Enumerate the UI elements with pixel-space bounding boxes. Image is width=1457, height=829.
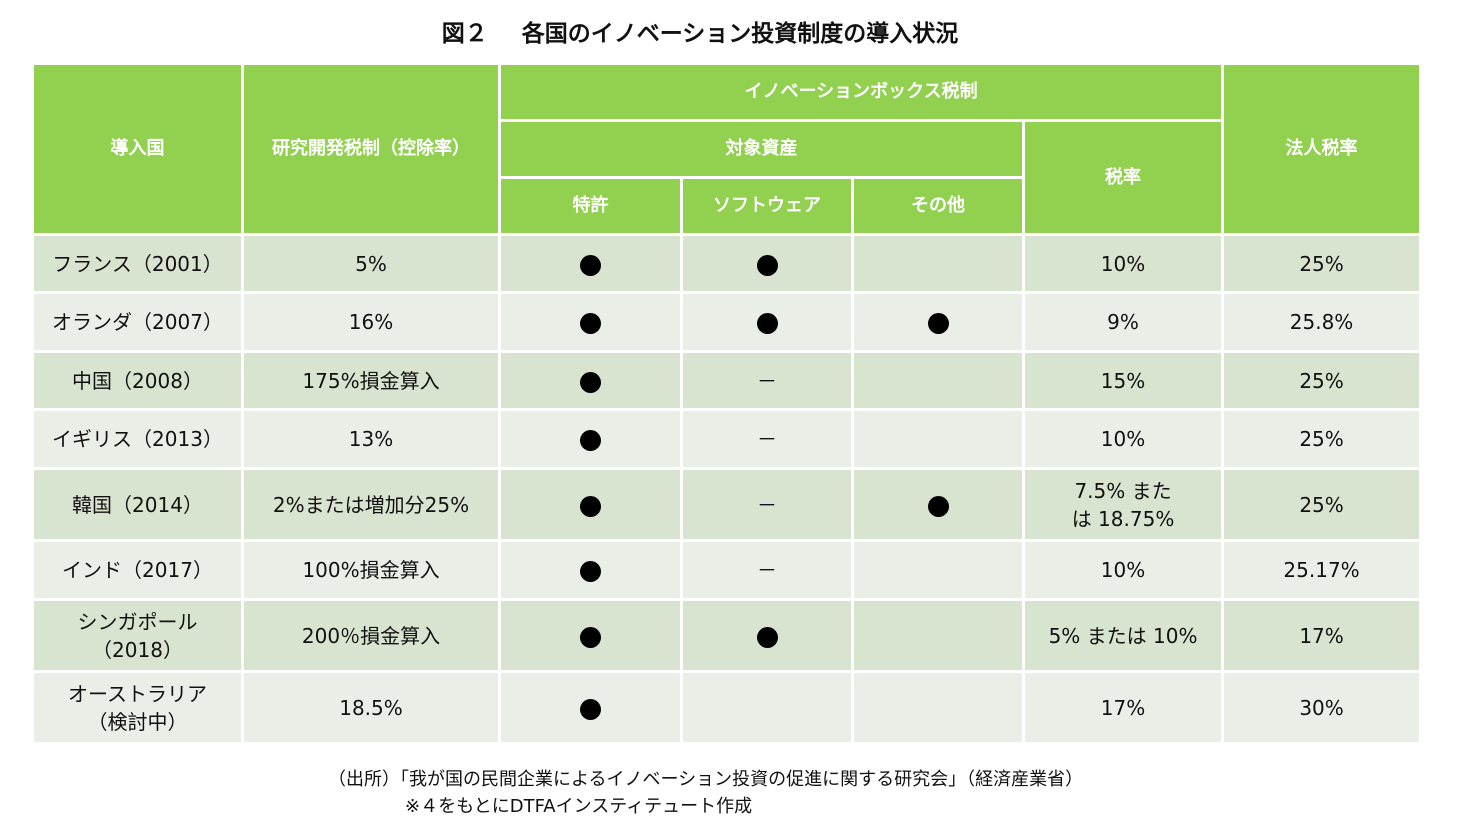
header-patent: 特許	[498, 176, 683, 236]
tax-rate-cell: 10%	[1021, 539, 1225, 601]
tax-rate-cell: 7.5% または 18.75%	[1021, 467, 1225, 542]
corporate-tax-cell: 25%	[1221, 350, 1423, 411]
country-cell: イギリス（2013）	[31, 408, 244, 470]
corporate-tax-cell: 25%	[1221, 467, 1423, 542]
rd-tax-cell: 5%	[241, 233, 501, 294]
table-row: シンガポール（2018） 200％損金算入 5% または 10% 17%	[31, 598, 1423, 673]
patent-cell	[498, 291, 683, 353]
corporate-tax-cell: 30%	[1221, 670, 1423, 745]
other-cell	[851, 233, 1025, 294]
header-tax-rate: 税率	[1021, 119, 1225, 236]
filled-circle-icon	[580, 371, 601, 393]
rd-tax-cell: 2%または増加分25%	[241, 467, 501, 542]
filled-circle-icon	[756, 254, 778, 276]
rd-tax-cell: 175%損金算入	[241, 350, 501, 411]
table-row: イギリス（2013） 13% － 10% 25%	[31, 408, 1423, 470]
filled-circle-icon	[580, 495, 601, 517]
other-cell	[851, 408, 1025, 470]
filled-circle-icon	[580, 254, 601, 276]
tax-rate-cell: 9%	[1021, 291, 1225, 353]
filled-circle-icon	[756, 313, 778, 334]
corporate-tax-cell: 25.17%	[1221, 539, 1423, 601]
table-row: オーストラリア（検討中） 18.5% 17% 30%	[31, 670, 1423, 745]
filled-circle-icon	[927, 313, 949, 334]
table-row: 中国（2008） 175%損金算入 － 15% 25%	[31, 350, 1423, 411]
corporate-tax-cell: 25%	[1221, 233, 1423, 294]
innovation-tax-table: 導入国 研究開発税制（控除率） イノベーションボックス税制 法人税率 対象資産 …	[31, 62, 1423, 745]
country-cell: シンガポール（2018）	[31, 598, 244, 673]
table-row: フランス（2001） 5% 10% 25%	[31, 233, 1423, 294]
filled-circle-icon	[580, 698, 601, 720]
corporate-tax-cell: 25%	[1221, 408, 1423, 470]
table-row: 韓国（2014） 2%または増加分25% － 7.5% または 18.75% 2…	[31, 467, 1423, 542]
table-body: フランス（2001） 5% 10% 25% オランダ（2007） 16% 9% …	[31, 233, 1423, 745]
filled-circle-icon	[580, 561, 601, 582]
tax-rate-cell: 5% または 10%	[1021, 598, 1225, 673]
corporate-tax-cell: 25.8%	[1221, 291, 1423, 353]
software-cell: －	[680, 408, 854, 470]
rd-tax-cell: 18.5%	[241, 670, 501, 745]
tax-rate-cell: 10%	[1021, 233, 1225, 294]
filled-circle-icon	[756, 626, 778, 648]
header-software: ソフトウェア	[680, 176, 854, 236]
software-cell: －	[680, 467, 854, 542]
patent-cell	[498, 350, 683, 411]
basis-note: ※４をもとにDTFAインスティテュート作成	[405, 796, 753, 817]
figure-title-text: 各国のイノベーション投資制度の導入状況	[521, 21, 959, 47]
patent-cell	[498, 539, 683, 601]
filled-circle-icon	[580, 430, 601, 451]
country-cell: 韓国（2014）	[31, 467, 244, 542]
rd-tax-cell: 200％損金算入	[241, 598, 501, 673]
country-cell: 中国（2008）	[31, 350, 244, 411]
country-cell: フランス（2001）	[31, 233, 244, 294]
patent-cell	[498, 233, 683, 294]
software-cell	[680, 233, 854, 294]
patent-cell	[498, 408, 683, 470]
tax-rate-cell: 10%	[1021, 408, 1225, 470]
country-cell: オランダ（2007）	[31, 291, 244, 353]
filled-circle-icon	[927, 495, 949, 517]
software-cell: －	[680, 350, 854, 411]
filled-circle-icon	[580, 626, 601, 648]
software-cell	[680, 291, 854, 353]
country-cell: オーストラリア（検討中）	[31, 670, 244, 745]
software-cell	[680, 670, 854, 745]
header-corporate-tax: 法人税率	[1221, 62, 1423, 236]
patent-cell	[498, 467, 683, 542]
corporate-tax-cell: 17%	[1221, 598, 1423, 673]
software-cell: －	[680, 539, 854, 601]
tax-rate-cell: 17%	[1021, 670, 1225, 745]
figure-title: 図２ 各国のイノベーション投資制度の導入状況	[0, 14, 1400, 48]
rd-tax-cell: 13%	[241, 408, 501, 470]
filled-circle-icon	[580, 313, 601, 334]
country-cell: インド（2017）	[31, 539, 244, 601]
header-other: その他	[851, 176, 1025, 236]
header-ip-box: イノベーションボックス税制	[497, 62, 1225, 122]
figure-number: 図２	[441, 21, 488, 47]
other-cell	[851, 350, 1025, 411]
other-cell	[851, 291, 1025, 353]
patent-cell	[498, 670, 683, 745]
header-country: 導入国	[31, 62, 244, 236]
software-cell	[680, 598, 854, 673]
other-cell	[851, 467, 1025, 542]
other-cell	[851, 598, 1025, 673]
rd-tax-cell: 100%損金算入	[241, 539, 501, 601]
table-row: オランダ（2007） 16% 9% 25.8%	[31, 291, 1423, 353]
patent-cell	[498, 598, 683, 673]
tax-rate-cell: 15%	[1021, 350, 1225, 411]
source-note: （出所）「我が国の民間企業によるイノベーション投資の促進に関する研究会」（経済産…	[328, 769, 1084, 790]
header-assets: 対象資産	[498, 119, 1025, 179]
header-rd-tax: 研究開発税制（控除率）	[241, 62, 501, 236]
rd-tax-cell: 16%	[241, 291, 501, 353]
other-cell	[851, 670, 1025, 745]
table-row: インド（2017） 100%損金算入 － 10% 25.17%	[31, 539, 1423, 601]
other-cell	[851, 539, 1025, 601]
